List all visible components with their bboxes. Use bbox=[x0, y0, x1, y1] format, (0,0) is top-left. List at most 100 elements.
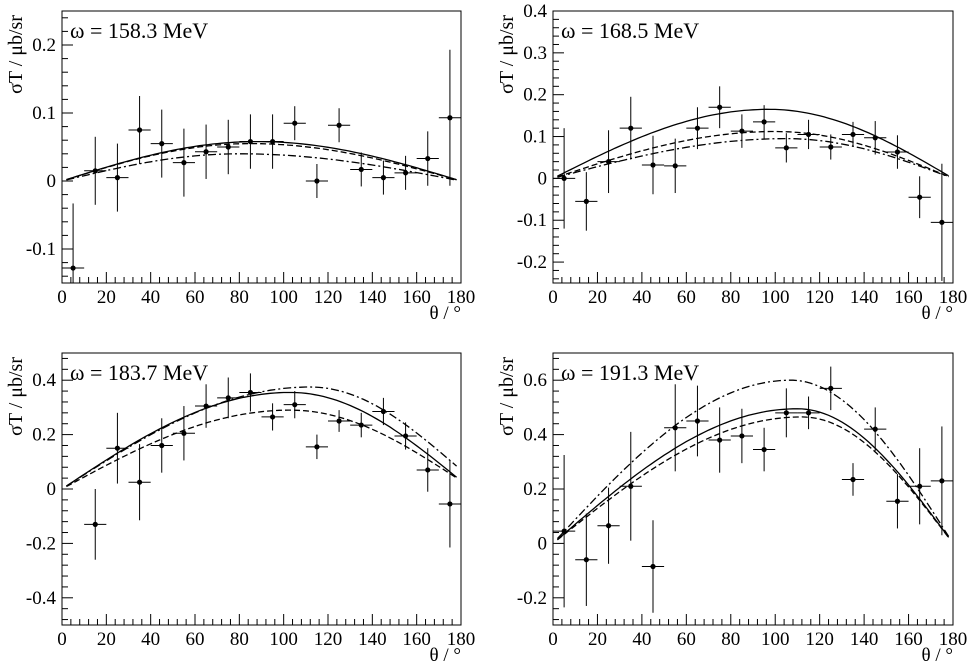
data-marker bbox=[203, 403, 209, 409]
data-marker bbox=[336, 418, 342, 424]
data-point bbox=[797, 396, 820, 430]
x-tick-label: 40 bbox=[141, 287, 160, 308]
data-marker bbox=[358, 422, 364, 428]
data-marker bbox=[605, 159, 612, 165]
x-tick-label: 120 bbox=[805, 287, 834, 308]
data-point bbox=[708, 407, 731, 473]
data-marker bbox=[672, 163, 678, 169]
data-point bbox=[328, 410, 351, 432]
data-point bbox=[775, 388, 798, 438]
curve-solid bbox=[556, 408, 950, 541]
x-tick-label: 20 bbox=[97, 629, 116, 650]
data-marker bbox=[181, 430, 187, 436]
data-point bbox=[708, 86, 731, 129]
data-marker bbox=[583, 198, 589, 204]
data-marker bbox=[203, 149, 209, 155]
data-point bbox=[62, 203, 85, 283]
data-marker bbox=[269, 414, 276, 420]
data-point bbox=[372, 160, 395, 195]
data-marker bbox=[583, 557, 589, 563]
x-tick-label: 160 bbox=[894, 287, 923, 308]
data-marker bbox=[402, 433, 409, 439]
data-point bbox=[150, 109, 173, 178]
y-tick-label: 0.3 bbox=[523, 43, 547, 64]
data-marker bbox=[425, 467, 431, 473]
data-point bbox=[350, 412, 373, 438]
data-marker bbox=[247, 138, 254, 145]
data-marker bbox=[181, 160, 187, 166]
data-marker bbox=[828, 144, 834, 150]
x-axis-label: θ / ° bbox=[922, 645, 953, 663]
data-point bbox=[819, 134, 842, 160]
y-tick-label: -0.1 bbox=[517, 210, 547, 231]
data-marker bbox=[92, 521, 98, 527]
data-marker bbox=[650, 162, 656, 168]
data-point bbox=[641, 520, 665, 613]
data-point bbox=[730, 408, 753, 464]
curve-solid bbox=[557, 108, 949, 177]
x-axis-label: θ / ° bbox=[922, 303, 953, 324]
data-point bbox=[217, 377, 240, 419]
x-tick-label: 180 bbox=[939, 629, 968, 650]
data-point bbox=[619, 431, 642, 541]
y-tick-label: 0.4 bbox=[32, 370, 56, 391]
x-tick-label: 80 bbox=[230, 629, 249, 650]
data-point bbox=[553, 455, 576, 608]
plot-frame bbox=[61, 10, 462, 284]
data-point bbox=[328, 108, 351, 143]
data-point bbox=[416, 131, 439, 186]
y-tick-label: 0 bbox=[538, 168, 548, 189]
x-tick-label: 80 bbox=[230, 287, 249, 308]
x-tick-label: 40 bbox=[141, 629, 160, 650]
x-tick-label: 100 bbox=[269, 287, 298, 308]
x-tick-label: 0 bbox=[57, 287, 67, 308]
x-axis-label: θ / ° bbox=[430, 303, 461, 324]
data-marker bbox=[425, 155, 431, 162]
data-marker bbox=[672, 425, 678, 431]
y-axis-label: σT / μb/sr bbox=[496, 15, 518, 94]
data-marker bbox=[292, 402, 298, 408]
curve-dashdot bbox=[556, 379, 950, 540]
y-tick-label: -0.2 bbox=[517, 588, 547, 609]
curve-solid bbox=[66, 391, 458, 487]
data-point bbox=[195, 384, 218, 428]
data-marker bbox=[225, 395, 231, 401]
data-marker bbox=[114, 175, 121, 181]
data-point bbox=[575, 172, 598, 231]
panel-4: 0 20 40 60 80 100 120 140 160 180-0.200.20.40.6σT… bbox=[496, 352, 968, 666]
data-point bbox=[908, 448, 931, 525]
data-point bbox=[195, 124, 218, 179]
curve-dashdot bbox=[66, 153, 457, 181]
data-marker bbox=[894, 149, 901, 155]
y-tick-label: 0.2 bbox=[523, 85, 547, 106]
data-point bbox=[283, 106, 306, 141]
y-tick-label: 0.2 bbox=[32, 35, 56, 56]
y-tick-label: 0.1 bbox=[32, 103, 56, 124]
data-marker bbox=[70, 265, 76, 271]
data-marker bbox=[761, 446, 767, 453]
data-marker bbox=[447, 501, 453, 507]
y-tick-label: -0.1 bbox=[26, 239, 56, 260]
data-marker bbox=[717, 104, 723, 110]
data-marker bbox=[358, 166, 364, 173]
data-point bbox=[172, 128, 195, 197]
y-tick-label: 0.2 bbox=[32, 425, 56, 446]
data-marker bbox=[939, 478, 945, 484]
data-point bbox=[150, 418, 173, 473]
y-tick-label: 0.4 bbox=[523, 425, 547, 446]
x-tick-label: 0 bbox=[548, 629, 558, 650]
y-tick-label: -0.4 bbox=[26, 588, 57, 609]
data-point bbox=[350, 152, 373, 187]
data-marker bbox=[380, 175, 387, 181]
y-tick-label: 0.1 bbox=[523, 127, 547, 148]
data-marker bbox=[136, 479, 143, 485]
x-tick-label: 100 bbox=[761, 287, 790, 308]
curve-dashed bbox=[66, 409, 457, 488]
x-tick-label: 140 bbox=[358, 287, 387, 308]
panel-1: 0 20 40 60 80 100 120 140 160 180 -0.1 0 0.1 0.2σT / … bbox=[5, 10, 475, 324]
x-tick-label: 120 bbox=[805, 629, 834, 650]
x-tick-label: 60 bbox=[186, 287, 205, 308]
curve-dashdot bbox=[557, 137, 949, 178]
data-point bbox=[619, 96, 642, 160]
data-point bbox=[575, 513, 598, 606]
